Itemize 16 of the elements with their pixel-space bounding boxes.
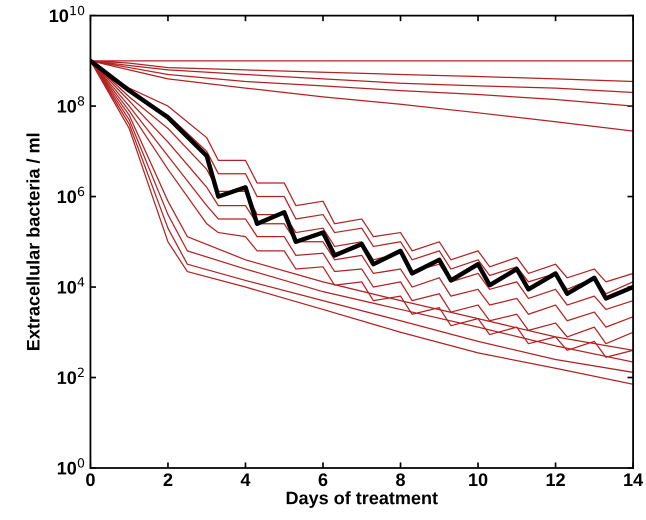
x-tick-label: 10: [469, 473, 488, 486]
y-tick-label: 10$^{4}$: [58, 277, 84, 294]
x-tick-label: 2: [164, 473, 172, 486]
y-axis-title: Extracellular bacteria / ml: [26, 134, 40, 350]
y-tick-label: 10$^{6}$: [58, 186, 84, 204]
y-tick-label: 10$^{8}$: [58, 96, 84, 113]
x-tick-label: 6: [318, 473, 328, 486]
x-tick-label: 14: [624, 474, 644, 486]
x-axis-title: Days of treatment: [286, 491, 438, 508]
x-tick-label: 4: [240, 474, 250, 486]
x-tick-label: 8: [396, 473, 405, 486]
x-tick-label: 12: [546, 473, 565, 486]
y-tick-label: 10$^{0}$: [58, 458, 84, 475]
y-tick-label: 10$^{2}$: [58, 368, 84, 384]
x-tick-label: 0: [86, 473, 95, 486]
y-tick-label: 10$^{10}$: [50, 6, 84, 22]
